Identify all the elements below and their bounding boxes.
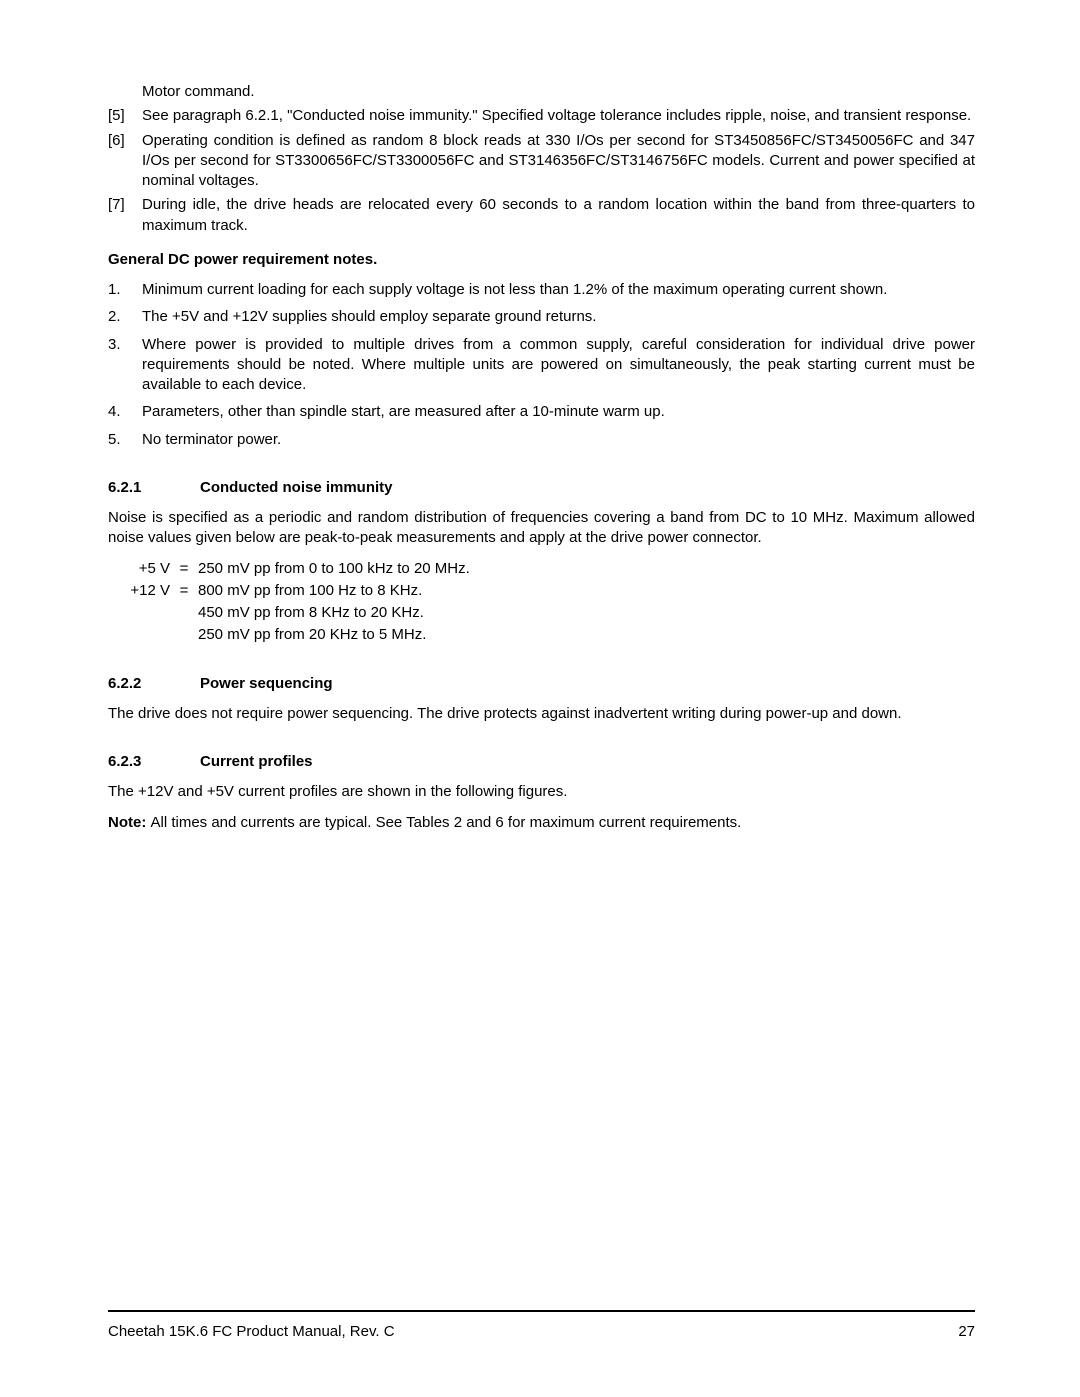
subsection-title: Current profiles	[200, 753, 313, 770]
noise-row: +5 V = 250 mV pp from 0 to 100 kHz to 20…	[108, 559, 975, 579]
note-label: Note:	[108, 814, 151, 831]
bracket-note: [5] See paragraph 6.2.1, "Conducted nois…	[108, 106, 975, 126]
voltage-label	[108, 625, 170, 645]
list-item: 3. Where power is provided to multiple d…	[108, 335, 975, 396]
footer-divider	[108, 1310, 975, 1312]
note-text: Operating condition is defined as random…	[142, 131, 975, 192]
item-number: 1.	[108, 280, 142, 300]
note-number: [5]	[108, 106, 142, 126]
paragraph: The +12V and +5V current profiles are sh…	[108, 782, 975, 802]
bracket-notes-list: Motor command. [5] See paragraph 6.2.1, …	[108, 82, 975, 236]
paragraph: The drive does not require power sequenc…	[108, 704, 975, 724]
note-continuation: Motor command.	[142, 82, 975, 102]
content-area: Motor command. [5] See paragraph 6.2.1, …	[108, 82, 975, 833]
note-body: All times and currents are typical. See …	[151, 814, 742, 831]
noise-row: 450 mV pp from 8 KHz to 20 KHz.	[108, 603, 975, 623]
bracket-note: [6] Operating condition is defined as ra…	[108, 131, 975, 192]
item-number: 4.	[108, 402, 142, 422]
footer-text-row: Cheetah 15K.6 FC Product Manual, Rev. C …	[108, 1322, 975, 1342]
numbered-list: 1. Minimum current loading for each supp…	[108, 280, 975, 450]
list-item: 1. Minimum current loading for each supp…	[108, 280, 975, 300]
note-number: [6]	[108, 131, 142, 192]
subsection-heading-623: 6.2.3Current profiles	[108, 752, 975, 772]
equals-sign: =	[170, 559, 198, 579]
subsection-heading-622: 6.2.2Power sequencing	[108, 674, 975, 694]
subsection-number: 6.2.1	[108, 478, 200, 498]
item-number: 2.	[108, 307, 142, 327]
equals-sign	[170, 625, 198, 645]
list-item: 4. Parameters, other than spindle start,…	[108, 402, 975, 422]
voltage-label	[108, 603, 170, 623]
subsection-number: 6.2.2	[108, 674, 200, 694]
paragraph: Noise is specified as a periodic and ran…	[108, 508, 975, 549]
equals-sign: =	[170, 581, 198, 601]
item-number: 3.	[108, 335, 142, 396]
subsection-title: Conducted noise immunity	[200, 479, 393, 496]
voltage-label: +5 V	[108, 559, 170, 579]
item-text: The +5V and +12V supplies should employ …	[142, 307, 975, 327]
noise-value: 800 mV pp from 100 Hz to 8 KHz.	[198, 581, 975, 601]
bracket-note: [7] During idle, the drive heads are rel…	[108, 195, 975, 236]
general-notes-heading: General DC power requirement notes.	[108, 250, 975, 270]
item-number: 5.	[108, 430, 142, 450]
subsection-title: Power sequencing	[200, 675, 333, 692]
noise-spec-table: +5 V = 250 mV pp from 0 to 100 kHz to 20…	[108, 559, 975, 646]
list-item: 5. No terminator power.	[108, 430, 975, 450]
page-footer: Cheetah 15K.6 FC Product Manual, Rev. C …	[108, 1310, 975, 1342]
noise-value: 250 mV pp from 20 KHz to 5 MHz.	[198, 625, 975, 645]
note-paragraph: Note: All times and currents are typical…	[108, 813, 975, 833]
note-number: [7]	[108, 195, 142, 236]
noise-value: 250 mV pp from 0 to 100 kHz to 20 MHz.	[198, 559, 975, 579]
item-text: Minimum current loading for each supply …	[142, 280, 975, 300]
noise-row: 250 mV pp from 20 KHz to 5 MHz.	[108, 625, 975, 645]
list-item: 2. The +5V and +12V supplies should empl…	[108, 307, 975, 327]
noise-row: +12 V = 800 mV pp from 100 Hz to 8 KHz.	[108, 581, 975, 601]
noise-value: 450 mV pp from 8 KHz to 20 KHz.	[198, 603, 975, 623]
item-text: Where power is provided to multiple driv…	[142, 335, 975, 396]
voltage-label: +12 V	[108, 581, 170, 601]
equals-sign	[170, 603, 198, 623]
document-page: Motor command. [5] See paragraph 6.2.1, …	[0, 0, 1080, 1397]
item-text: Parameters, other than spindle start, ar…	[142, 402, 975, 422]
note-text: During idle, the drive heads are relocat…	[142, 195, 975, 236]
footer-page-number: 27	[958, 1322, 975, 1342]
item-text: No terminator power.	[142, 430, 975, 450]
note-text: See paragraph 6.2.1, "Conducted noise im…	[142, 106, 975, 126]
footer-manual-title: Cheetah 15K.6 FC Product Manual, Rev. C	[108, 1322, 395, 1342]
subsection-number: 6.2.3	[108, 752, 200, 772]
subsection-heading-621: 6.2.1Conducted noise immunity	[108, 478, 975, 498]
